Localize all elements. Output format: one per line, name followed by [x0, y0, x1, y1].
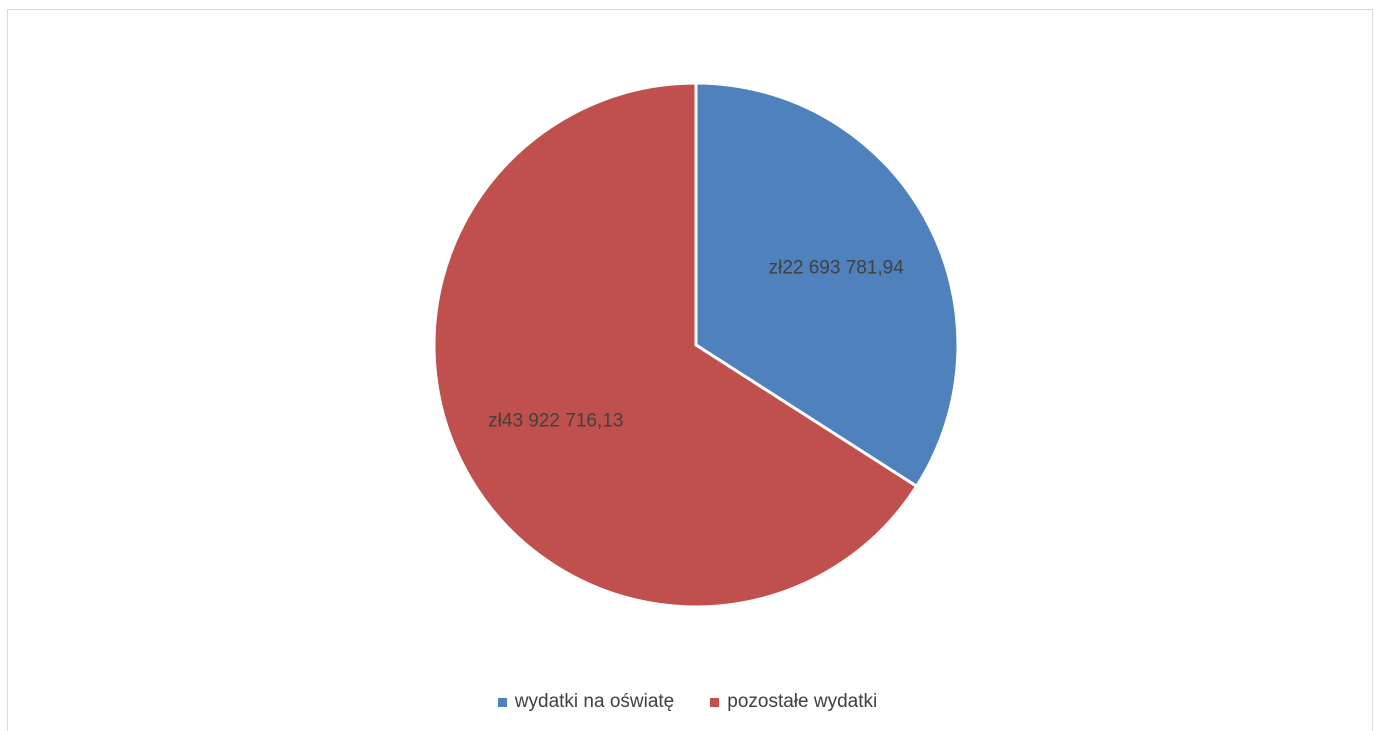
legend-swatch-education — [497, 697, 507, 707]
legend: wydatki na oświatę pozostałe wydatki — [0, 688, 1375, 716]
data-label-other: zł43 922 716,13 — [488, 411, 623, 432]
legend-item-other: pozostałe wydatki — [710, 691, 877, 713]
legend-label-other: pozostałe wydatki — [727, 691, 878, 712]
data-label-education: zł22 693 781,94 — [769, 257, 905, 278]
legend-item-education: wydatki na oświatę — [497, 691, 675, 713]
legend-label-education: wydatki na oświatę — [514, 691, 675, 712]
pie-slices — [432, 81, 960, 609]
pie-slice-other — [432, 81, 919, 609]
legend-swatch-other — [710, 697, 720, 707]
pie-data-labels: zł22 693 781,94 zł43 922 716,13 — [488, 257, 904, 431]
